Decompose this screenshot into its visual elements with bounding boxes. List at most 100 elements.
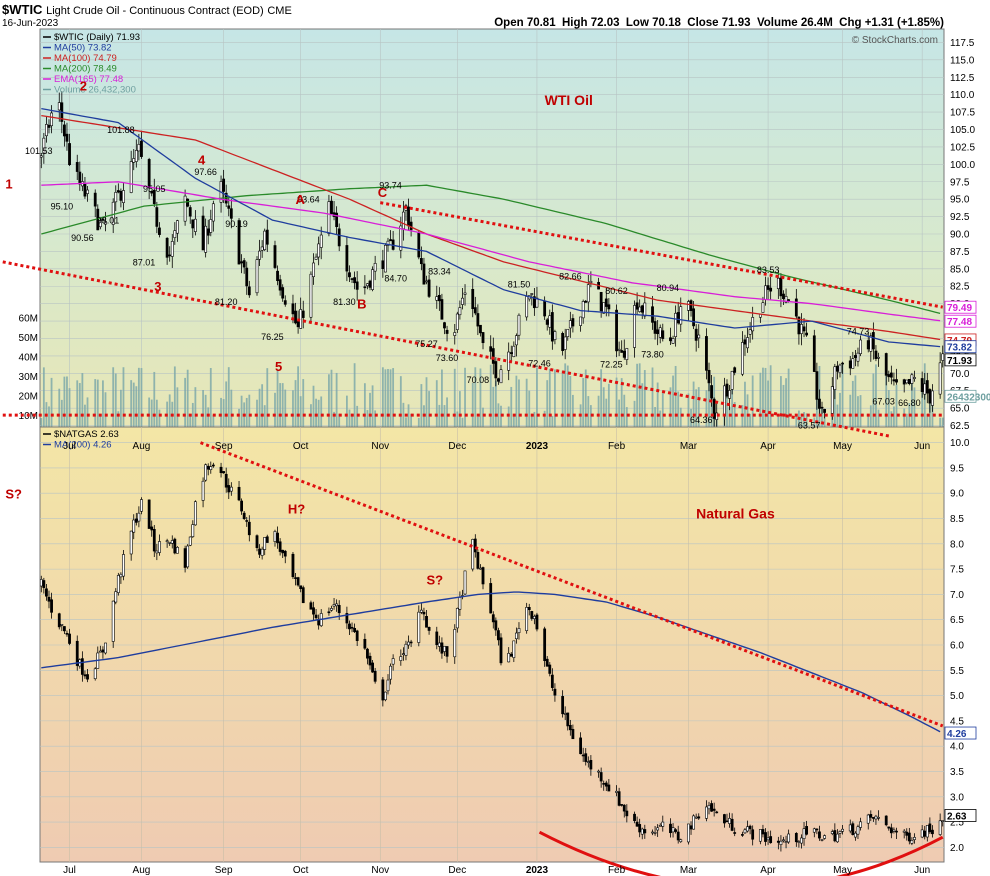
x-tick-label: Feb (608, 865, 626, 876)
oil-candle-body (892, 379, 896, 382)
oil-candle-body (841, 362, 844, 365)
volume-bar (839, 392, 841, 436)
gas-candle-body (119, 573, 123, 578)
volume-bar (261, 384, 264, 436)
oil-candle-body (566, 328, 570, 337)
gas-candle-body (188, 536, 192, 546)
oil-annotation: 72.46 (528, 358, 551, 368)
gas-candle-body (836, 833, 839, 843)
oil-candle-body (68, 143, 71, 166)
gas-candle-body (545, 658, 549, 667)
gas-candle-body (620, 804, 624, 806)
gas-candle-body (525, 607, 529, 631)
oil-candle-body (848, 360, 852, 369)
volume-bar (381, 367, 384, 436)
oil-gridlines (40, 29, 944, 438)
volume-bar (605, 398, 608, 436)
oil-candle-body (730, 370, 734, 390)
oil-candle-body (545, 319, 549, 325)
gas-candle-body (784, 841, 788, 843)
volume-bar (353, 363, 356, 436)
gas-candle-body (419, 609, 423, 613)
volume-bar (895, 384, 898, 436)
gas-candle-body (401, 653, 405, 655)
oil-candle-body (733, 367, 737, 373)
oil-candle-body (661, 330, 665, 339)
gas-candle-body (851, 823, 855, 835)
volume-bar (423, 405, 425, 436)
x-tick-label: Jun (914, 865, 930, 876)
oil-candle-body (895, 379, 898, 383)
gas-candle-body (566, 712, 570, 727)
oil-candle-body (227, 205, 231, 209)
volume-bar (60, 399, 63, 436)
volume-bar (243, 402, 246, 436)
x-tick-label: Feb (608, 441, 626, 452)
x-axis: Jul Jul Aug Aug Sep Sep Oct Oct Nov Nov Dec Dec 2023… (63, 441, 930, 876)
oil-candle-body (425, 280, 428, 283)
volume-bar (908, 403, 911, 436)
volume-bar (410, 413, 413, 436)
volume-bar (726, 388, 728, 436)
oil-annotation: 93.01 (97, 216, 120, 226)
oil-candle-body (656, 329, 660, 335)
oil-annotation: WTI Oil (545, 92, 593, 108)
volume-bar (867, 414, 870, 436)
oil-candle-body (183, 195, 187, 222)
gas-candle-body (173, 538, 177, 554)
gas-candle-body (779, 840, 783, 845)
gas-trendline-downtrend (199, 441, 944, 728)
oil-annotation: 81.20 (215, 297, 238, 307)
x-tick-label: Jun (914, 441, 930, 452)
volume-bar (266, 368, 269, 436)
oil-annotation: 67.03 (872, 397, 895, 407)
oil-annotation: 87.01 (133, 257, 156, 267)
gas-candle-body (512, 640, 516, 658)
oil-candle-body (761, 302, 765, 313)
oil-annotation: 81.30 (333, 297, 356, 307)
volume-bar (240, 395, 243, 436)
gas-candle-body (350, 626, 354, 629)
volume-bar (45, 402, 48, 436)
oil-candle-body (489, 346, 493, 352)
oil-candle-body (137, 143, 141, 152)
volume-bar (654, 407, 656, 436)
volume-bar (428, 391, 430, 436)
gas-candle-body (509, 653, 513, 657)
gas-candle-body (761, 829, 765, 835)
oil-panel: 62.565.067.570.072.575.077.580.082.585.0… (19, 28, 975, 439)
gas-candle-body (183, 548, 187, 568)
volume-bar (625, 407, 628, 436)
oil-candle-body (833, 366, 837, 390)
oil-annotation: 75.27 (415, 339, 438, 349)
volume-bar (58, 388, 61, 436)
oil-y-tick-label: 87.5 (950, 247, 970, 258)
gas-candle-body (201, 480, 205, 501)
oil-candle-body (265, 229, 269, 245)
volume-bar (877, 409, 880, 436)
oil-y-tick-label: 92.5 (950, 212, 970, 223)
gas-candle-body (928, 823, 932, 833)
gas-candle-body (853, 832, 857, 838)
oil-candle-body (116, 190, 120, 193)
volume-bar (441, 369, 443, 436)
volume-bar (497, 403, 500, 436)
oil-candle-body (748, 329, 752, 335)
gas-candle-body (653, 832, 657, 834)
volume-bar (155, 399, 158, 436)
gas-candle-body (391, 658, 395, 665)
oil-candle-body (805, 332, 809, 336)
oil-annotation: 64.36 (690, 415, 713, 425)
volume-bar (258, 388, 261, 436)
volume-bar (96, 379, 99, 436)
gas-y-tick-label: 8.5 (950, 514, 964, 525)
oil-candle-body (674, 312, 678, 337)
gas-candle-body (797, 841, 801, 843)
gas-moving-averages (41, 591, 941, 733)
gas-candle-body (111, 600, 115, 642)
oil-candle-body (584, 300, 588, 303)
oil-candle-body (525, 296, 529, 318)
volume-bar (76, 380, 79, 436)
oil-annotation: 83.53 (757, 265, 780, 275)
oil-candle-body (787, 299, 791, 301)
